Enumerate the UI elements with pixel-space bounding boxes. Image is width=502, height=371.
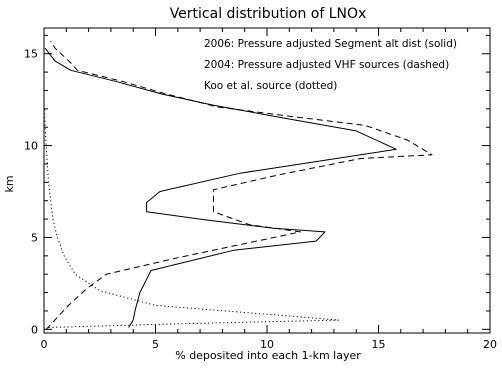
series-line-dotted [43, 108, 339, 328]
series-layer [43, 40, 433, 330]
x-axis-label: % deposited into each 1-km layer [175, 349, 361, 362]
y-tick-label: 10 [24, 140, 38, 153]
ticks-layer: 0 5 10 15 20 0 5 10 15 [24, 28, 497, 351]
y-tick-label: 5 [31, 231, 38, 244]
y-tick-label: 15 [24, 48, 38, 61]
x-tick-label: 20 [483, 338, 497, 351]
legend-entry: 2004: Pressure adjusted VHF sources (das… [204, 59, 449, 71]
x-tick-label: 0 [41, 338, 48, 351]
x-tick-label: 15 [372, 338, 386, 351]
chart-title: Vertical distribution of LNOx [170, 6, 367, 22]
series-line-solid [44, 47, 397, 328]
x-tick-label: 5 [152, 338, 159, 351]
legend-entry: 2006: Pressure adjusted Segment alt dist… [204, 38, 457, 50]
x-tick-label: 10 [260, 338, 274, 351]
y-axis-label: km [3, 175, 16, 192]
y-tick-label: 0 [31, 323, 38, 336]
plot-frame [43, 27, 491, 334]
legend: 2006: Pressure adjusted Segment alt dist… [204, 38, 457, 92]
legend-entry: Koo et al. source (dotted) [204, 80, 337, 92]
